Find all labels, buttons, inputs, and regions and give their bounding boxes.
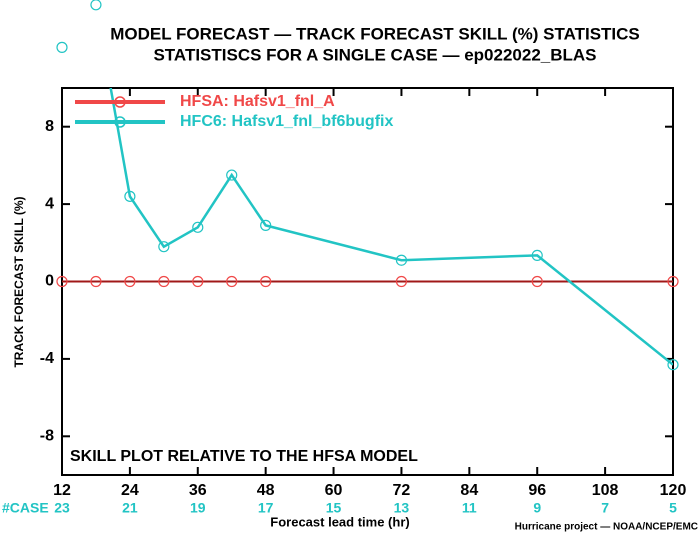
data-point	[56, 275, 68, 288]
data-point	[124, 275, 136, 288]
case-count: 17	[258, 500, 274, 516]
case-count: 23	[54, 500, 70, 516]
data-point	[124, 190, 136, 202]
annotation: SKILL PLOT RELATIVE TO THE HFSA MODEL	[70, 448, 418, 465]
data-point	[192, 221, 204, 233]
x-tick-label: 84	[460, 482, 478, 499]
credit: Hurricane project — NOAA/NCEP/EMC	[515, 522, 698, 533]
data-point	[260, 219, 272, 231]
x-tick-label: 36	[189, 482, 207, 499]
data-point	[226, 169, 238, 181]
data-point	[192, 275, 204, 288]
legend-marker	[114, 96, 126, 108]
legend-label: HFSA: Hafsv1_fnl_A	[180, 93, 335, 110]
data-point	[667, 275, 679, 288]
legend-label: HFC6: Hafsv1_fnl_bf6bugfix	[180, 113, 393, 130]
data-point	[531, 275, 543, 288]
y-tick-label: 4	[45, 195, 54, 212]
case-count: 19	[190, 500, 206, 516]
case-label: #CASE	[2, 500, 49, 516]
case-count: 5	[669, 500, 677, 516]
data-point	[226, 275, 238, 288]
data-point	[90, 0, 102, 11]
x-tick-label: 120	[660, 482, 687, 499]
chart-subtitle: STATISTISCS FOR A SINGLE CASE — ep022022…	[153, 45, 596, 64]
case-count: 9	[533, 500, 541, 516]
data-point	[667, 359, 679, 371]
data-point	[531, 249, 543, 261]
case-count: 11	[462, 500, 477, 516]
x-tick-label: 24	[121, 482, 139, 499]
x-tick-label: 60	[325, 482, 343, 499]
data-point	[158, 275, 170, 288]
y-axis-label: TRACK FORECAST SKILL (%)	[12, 196, 26, 367]
data-point	[90, 275, 102, 288]
x-tick-label: 12	[53, 482, 71, 499]
case-count: 15	[326, 500, 342, 516]
y-tick-label: -4	[40, 350, 54, 367]
x-tick-label: 96	[528, 482, 546, 499]
y-tick-label: 0	[45, 273, 54, 290]
case-count: 13	[394, 500, 410, 516]
chart-title: MODEL FORECAST — TRACK FORECAST SKILL (%…	[110, 24, 640, 43]
data-point	[260, 275, 272, 288]
x-tick-label: 48	[257, 482, 275, 499]
legend-marker	[114, 116, 126, 128]
y-tick-label: -8	[40, 428, 54, 445]
data-point	[56, 41, 68, 53]
data-point	[395, 275, 408, 288]
data-point	[158, 241, 170, 253]
case-count: 7	[601, 500, 609, 516]
x-axis-label: Forecast lead time (hr)	[270, 514, 409, 529]
x-tick-label: 108	[592, 482, 619, 499]
x-tick-label: 72	[393, 482, 411, 499]
data-point	[395, 254, 408, 266]
y-tick-label: 8	[45, 118, 54, 135]
case-count: 21	[122, 500, 138, 516]
